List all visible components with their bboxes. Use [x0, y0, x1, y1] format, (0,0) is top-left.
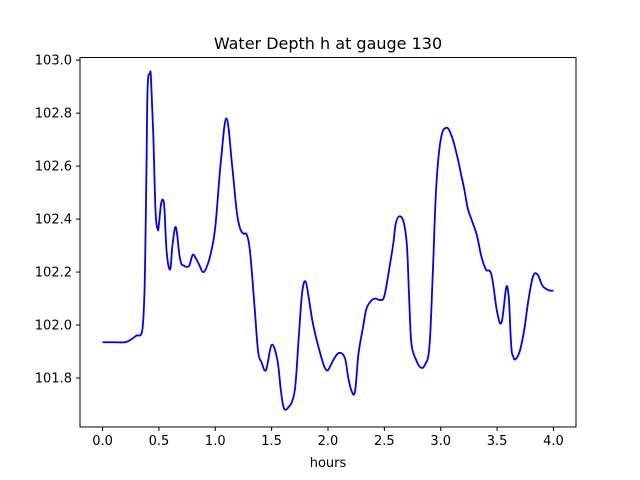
y-tick-label: 101.8 [35, 371, 72, 386]
x-axis-ticks: 0.0 0.5 1.0 1.5 2.0 2.5 3.0 3.5 4.0 [92, 427, 564, 449]
y-axis-ticks: 101.8 102.0 102.2 102.4 102.6 102.8 103.0 [35, 54, 80, 386]
x-tick-label: 3.5 [487, 434, 508, 449]
chart-title: Water Depth h at gauge 130 [214, 34, 442, 53]
x-tick-label: 3.0 [430, 434, 451, 449]
y-tick-label: 103.0 [35, 54, 72, 69]
y-tick-label: 102.2 [35, 266, 72, 281]
x-tick-label: 0.0 [92, 434, 113, 449]
y-tick-label: 102.8 [35, 107, 72, 122]
x-tick-label: 2.5 [374, 434, 395, 449]
y-tick-label: 102.6 [35, 160, 72, 175]
y-tick-label: 102.4 [35, 213, 72, 228]
x-tick-label: 2.0 [318, 434, 339, 449]
y-tick-label: 102.0 [35, 319, 72, 334]
x-tick-label: 0.5 [149, 434, 170, 449]
x-tick-label: 4.0 [543, 434, 564, 449]
x-axis-label: hours [310, 456, 347, 471]
x-tick-label: 1.0 [205, 434, 226, 449]
series-line [102, 70, 554, 411]
plot-frame [79, 57, 577, 428]
x-tick-label: 1.5 [261, 434, 282, 449]
